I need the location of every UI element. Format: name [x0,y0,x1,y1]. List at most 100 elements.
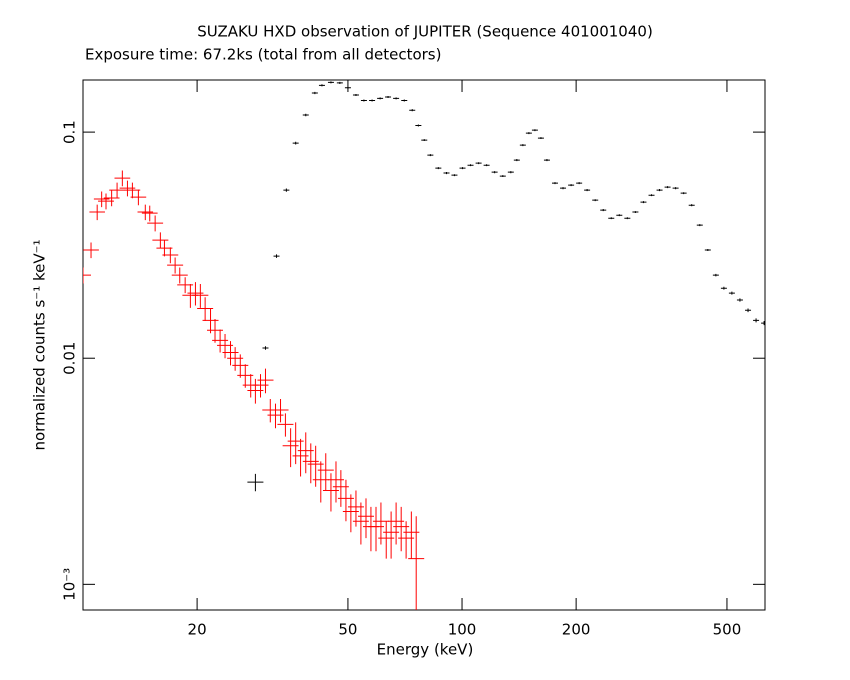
data-point [753,318,760,323]
data-point [202,309,219,334]
data-point [408,516,425,610]
data-point [519,144,526,147]
data-point [311,91,318,95]
data-point [352,502,369,545]
data-point [360,99,367,102]
data-point [167,257,184,274]
data-point [372,502,389,545]
data-point [212,329,229,353]
data-point [257,368,274,394]
data-point [273,254,280,258]
data-point [600,209,607,212]
data-point [368,506,385,552]
data-point [393,506,410,552]
data-point [736,298,743,302]
data-point [272,399,289,423]
data-point [401,99,408,102]
data-point [576,182,583,185]
data-point [435,167,442,170]
data-point [443,172,450,175]
plot-frame [82,79,766,611]
data-point [137,204,154,221]
y-tick-label: 0.01 [61,342,79,375]
data-point [451,174,458,177]
data-point [302,113,309,117]
data-point [383,511,400,559]
data-point [761,321,765,326]
data-point [531,129,538,132]
data-point [156,240,173,257]
plot-area [83,81,765,610]
data-point [483,164,490,167]
data-point [147,215,164,232]
chart-subtitle: Exposure time: 67.2ks (total from all de… [85,46,441,64]
x-tick-label: 50 [338,621,357,639]
y-tick-label: 0.1 [61,120,79,144]
data-point [197,297,214,322]
data-point [393,97,400,100]
data-point [427,154,434,157]
data-point [632,211,639,213]
data-point [525,132,532,135]
data-point [327,461,344,503]
data-point [592,199,599,202]
data-point [475,162,482,165]
data-point [114,170,131,187]
y-axis-label: normalized counts s⁻¹ keV⁻¹ [31,239,49,450]
data-point [745,308,752,313]
data-point [327,81,334,84]
data-point [543,159,550,162]
data-point [640,201,647,204]
data-point [720,286,727,290]
data-point [369,99,376,102]
data-point [130,189,147,206]
data-point [507,171,514,174]
data-point [171,267,188,284]
data-point [83,242,99,259]
data-point [385,96,392,98]
data-point [616,214,623,217]
data-point [192,283,209,308]
x-tick-label: 200 [562,621,591,639]
data-point [337,479,354,522]
data-point [672,187,679,190]
data-point [283,188,290,192]
data-point [93,191,110,208]
data-point [624,217,631,220]
data-point [513,159,520,162]
data-point [728,291,735,295]
data-point [568,184,575,187]
data-point [362,506,379,552]
x-tick-label: 100 [448,621,477,639]
data-point [332,470,349,507]
data-point [262,346,269,350]
data-point [459,167,466,170]
data-point [141,205,158,222]
data-point [124,182,141,199]
data-point [467,164,474,167]
data-point [584,189,591,192]
data-point [277,413,294,437]
x-axis-label: Energy (keV) [377,641,474,659]
y-tick-label: 10⁻³ [61,568,79,601]
data-point [415,124,422,127]
data-point [318,84,325,87]
data-point [83,267,91,284]
chart-title: SUZAKU HXD observation of JUPITER (Seque… [197,23,653,41]
data-point [207,319,224,343]
data-point [357,498,374,539]
data-point [608,217,615,220]
data-point [551,182,558,185]
data-point [377,97,384,100]
data-point [352,93,359,96]
data-point [712,273,719,277]
data-point [89,204,105,221]
data-point [342,494,359,533]
data-point [247,473,264,492]
data-point [109,182,125,199]
data-point [187,282,204,306]
data-point [648,194,655,197]
data-point [704,249,711,251]
data-point [152,232,169,249]
